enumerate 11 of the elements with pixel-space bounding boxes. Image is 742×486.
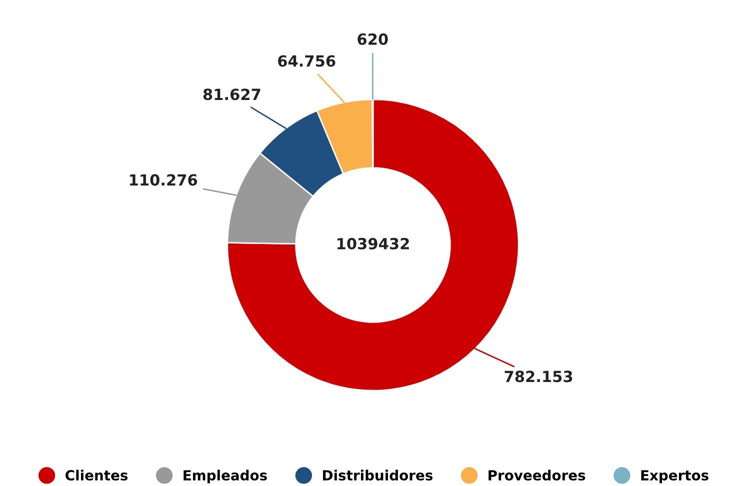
legend-label: Expertos xyxy=(641,470,708,484)
legend-label: Empleados xyxy=(184,470,267,484)
data-label: 81.627 xyxy=(203,88,260,100)
text: 1039432 xyxy=(338,238,409,250)
legend-label: Clientes xyxy=(66,470,128,481)
legend-label: Proveedores xyxy=(488,470,586,481)
data-label: 782.153 xyxy=(504,370,572,382)
data-label: 64.756 xyxy=(278,55,336,67)
data-label: 110.276 xyxy=(130,174,198,186)
data-label: 620 xyxy=(358,33,388,45)
legend-label: Distribuidores xyxy=(323,470,433,481)
